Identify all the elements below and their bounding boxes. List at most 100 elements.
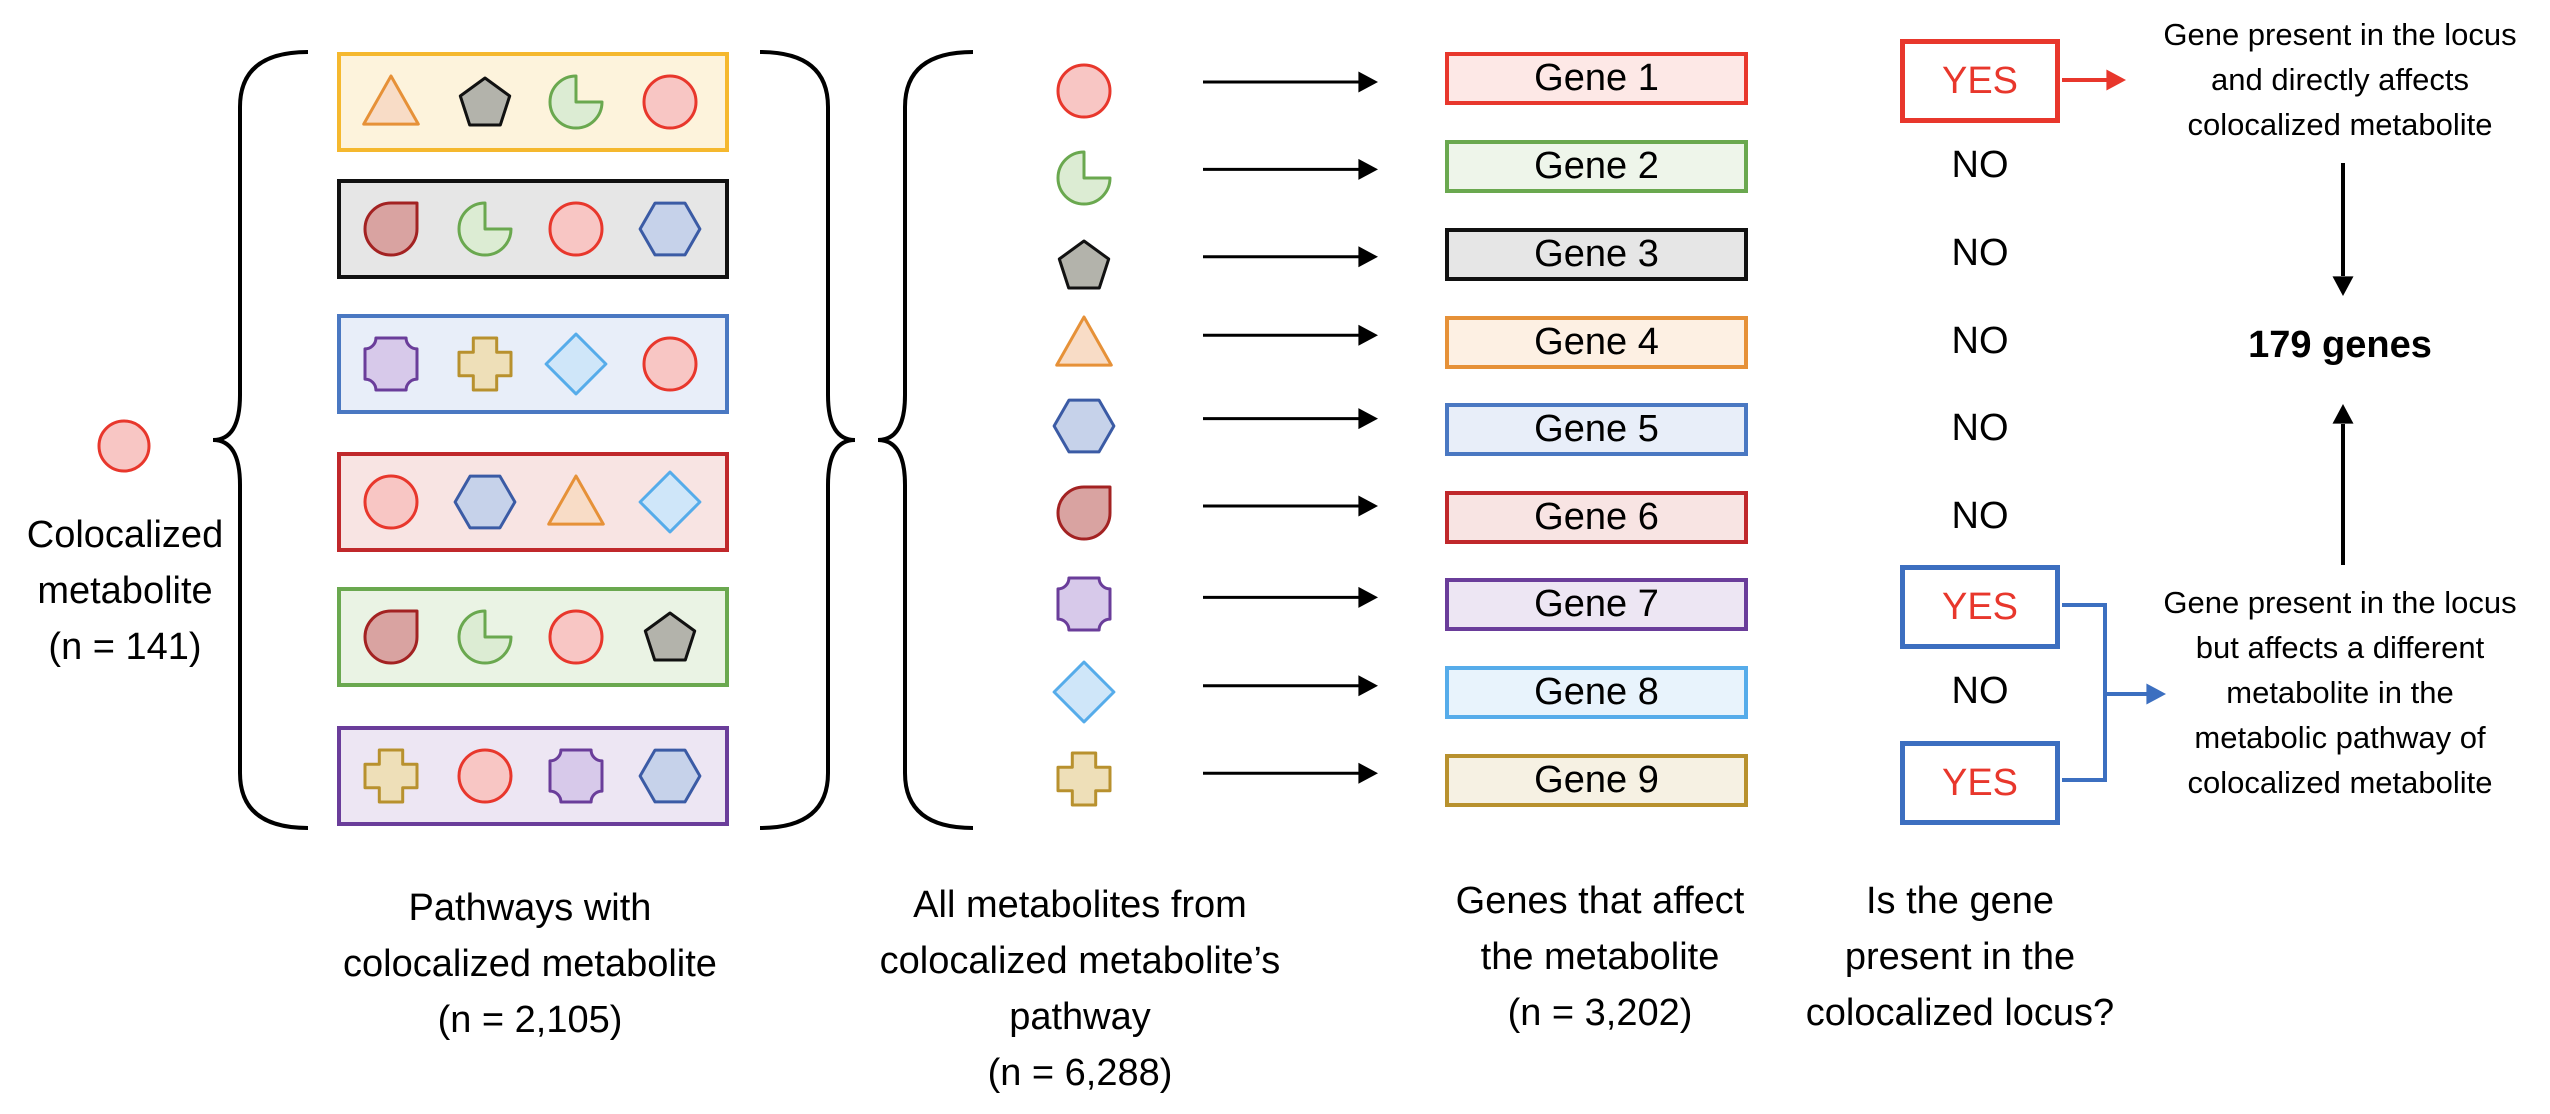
gene-box: Gene 4 [1445, 316, 1748, 369]
no-answer: NO [1951, 670, 2009, 712]
arrow-head [1358, 675, 1378, 697]
pathways-caption-line-3: (n = 2,105) [437, 999, 623, 1041]
pathways-caption-line-2: colocalized metabolite [343, 943, 717, 985]
pathways-close-brace [759, 50, 856, 830]
question-caption-line-2: present in the [1844, 936, 2076, 978]
colocalized-metabolite-label: Colocalized metabolite (n = 141) [0, 507, 250, 675]
yes-answer-box: YES [1900, 39, 2060, 123]
circle-icon [642, 74, 698, 130]
circle-icon [642, 336, 698, 392]
indirect-arrow-head [2146, 683, 2166, 705]
colocalized-line-3: (n = 141) [48, 626, 202, 668]
metabolites-caption-line-1: All metabolites from [913, 884, 1247, 926]
arrow-head [1358, 495, 1378, 517]
arrow-head [1358, 246, 1378, 268]
gene-box: Gene 5 [1445, 403, 1748, 456]
metabolites-caption: All metabolites from colocalized metabol… [830, 877, 1330, 1101]
gene-box: Gene 1 [1445, 52, 1748, 105]
genes-caption: Genes that affect the metabolite (n = 3,… [1400, 873, 1800, 1041]
yes-answer-box: YES [1900, 565, 2060, 649]
indirect-bracket [2062, 603, 2107, 782]
circle-icon [97, 419, 151, 473]
result-count: 179 genes [2248, 324, 2432, 366]
drop-icon [363, 609, 419, 665]
arrow-head [1358, 158, 1378, 180]
up-arrow-head [2332, 404, 2354, 424]
triangle-icon [1055, 315, 1113, 367]
question-caption-line-1: Is the gene [1865, 880, 2055, 922]
gene-box: Gene 8 [1445, 666, 1748, 719]
gene-box: Gene 3 [1445, 228, 1748, 281]
gene-box: Gene 9 [1445, 754, 1748, 807]
question-caption-line-3: colocalized locus? [1805, 992, 2115, 1034]
pentagon-icon [458, 76, 512, 127]
gene-box: Gene 7 [1445, 578, 1748, 631]
metabolites-caption-line-2: colocalized metabolite’s [879, 940, 1281, 982]
circle-icon [548, 201, 604, 257]
genes-caption-line-3: (n = 3,202) [1507, 992, 1693, 1034]
no-answer: NO [1951, 320, 2009, 362]
genes-caption-line-1: Genes that affect [1455, 880, 1745, 922]
diamond-icon [638, 470, 702, 534]
pacman-icon [457, 201, 513, 257]
hexagon-icon [1052, 398, 1116, 454]
question-caption: Is the gene present in the colocalized l… [1760, 873, 2160, 1041]
arrow-head [1358, 762, 1378, 784]
down-arrow-head [2332, 276, 2354, 296]
colocalized-line-2: metabolite [37, 570, 213, 612]
no-answer: NO [1951, 407, 2009, 449]
octagon-icon [548, 748, 604, 804]
triangle-icon [547, 474, 605, 526]
pacman-icon [548, 74, 604, 130]
arrow-head [1358, 408, 1378, 430]
pathways-caption-line-1: Pathways with [408, 887, 652, 929]
triangle-icon [362, 74, 420, 126]
metabolites-open-brace [877, 50, 974, 830]
indirect-note-line-4: metabolic pathway of [2194, 720, 2486, 755]
hexagon-icon [638, 201, 702, 257]
direct-note-line-2: and directly affects [2211, 62, 2469, 97]
direct-note-line-3: colocalized metabolite [2187, 107, 2493, 142]
pentagon-icon [643, 611, 697, 662]
gene-box: Gene 2 [1445, 140, 1748, 193]
pathways-caption: Pathways with colocalized metabolite (n … [270, 880, 790, 1048]
indirect-note-line-3: metabolite in the [2226, 675, 2454, 710]
drop-icon [1056, 485, 1112, 541]
direct-effect-note: Gene present in the locus and directly a… [2130, 12, 2550, 147]
cross-icon [1056, 751, 1112, 807]
metabolites-caption-line-3: pathway [1009, 996, 1151, 1038]
no-answer: NO [1951, 144, 2009, 186]
indirect-note-line-5: colocalized metabolite [2187, 765, 2493, 800]
no-answer: NO [1951, 232, 2009, 274]
octagon-icon [363, 336, 419, 392]
direct-note-line-1: Gene present in the locus [2163, 17, 2517, 52]
circle-icon [457, 748, 513, 804]
gene-box: Gene 6 [1445, 491, 1748, 544]
no-answer: NO [1951, 495, 2009, 537]
circle-icon [363, 474, 419, 530]
arrow-head [1358, 586, 1378, 608]
metabolites-caption-line-4: (n = 6,288) [987, 1052, 1173, 1094]
pentagon-icon [1057, 239, 1111, 290]
octagon-icon [1056, 576, 1112, 632]
cross-icon [363, 748, 419, 804]
hexagon-icon [453, 474, 517, 530]
indirect-note-line-2: but affects a different [2195, 630, 2485, 665]
arrow-head [1358, 71, 1378, 93]
diamond-icon [1052, 660, 1116, 724]
circle-icon [548, 609, 604, 665]
diamond-icon [544, 332, 608, 396]
indirect-effect-note: Gene present in the locus but affects a … [2130, 580, 2550, 805]
circle-icon [1056, 63, 1112, 119]
direct-arrow-head [2106, 69, 2126, 91]
pacman-icon [1056, 150, 1112, 206]
cross-icon [457, 336, 513, 392]
genes-caption-line-2: the metabolite [1480, 936, 1720, 978]
pacman-icon [457, 609, 513, 665]
arrow-head [1358, 324, 1378, 346]
pathways-open-brace [212, 50, 309, 830]
drop-icon [363, 201, 419, 257]
colocalized-line-1: Colocalized [26, 514, 224, 556]
indirect-note-line-1: Gene present in the locus [2163, 585, 2517, 620]
